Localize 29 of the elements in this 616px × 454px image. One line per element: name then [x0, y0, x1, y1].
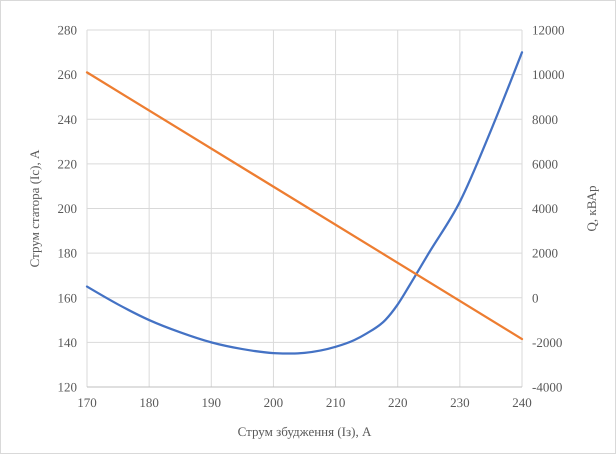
y-tick-label: 240	[58, 112, 77, 127]
x-tick-label: 200	[264, 395, 284, 410]
y2-tick-label: -4000	[532, 380, 562, 394]
y-tick-label: 260	[58, 67, 77, 82]
y-tick-label: 120	[58, 380, 77, 394]
y2-tick-label: 2000	[532, 246, 558, 261]
y2-tick-label: 8000	[532, 112, 558, 127]
y-tick-label: 160	[58, 290, 77, 306]
y2-tick-label: 6000	[532, 156, 558, 172]
x-tick-label: 170	[77, 395, 97, 410]
x-tick-label: 220	[388, 395, 408, 410]
y2-tick-label: 0	[532, 290, 538, 306]
y2-tick-label: 10000	[532, 67, 564, 82]
y-tick-label: 140	[58, 334, 77, 350]
y-tick-label: 220	[58, 156, 77, 172]
y2-tick-label: -2000	[532, 334, 562, 350]
y2-tick-label: 4000	[532, 201, 558, 216]
x-axis-title: Струм збудження (Із), А	[238, 424, 372, 439]
y-axis-title: Струм статора (Іс), А	[27, 149, 42, 268]
y-tick-label: 180	[58, 246, 77, 261]
y2-axis-title: Q, кВАр	[584, 186, 599, 232]
x-tick-label: 180	[139, 395, 159, 410]
x-tick-label: 230	[450, 395, 470, 410]
y2-tick-label: 12000	[532, 22, 564, 38]
y-tick-label: 280	[58, 22, 77, 38]
x-tick-label: 240	[512, 395, 532, 410]
x-tick-label: 190	[202, 395, 222, 410]
y-tick-label: 200	[58, 201, 77, 216]
x-tick-label: 210	[326, 395, 346, 410]
